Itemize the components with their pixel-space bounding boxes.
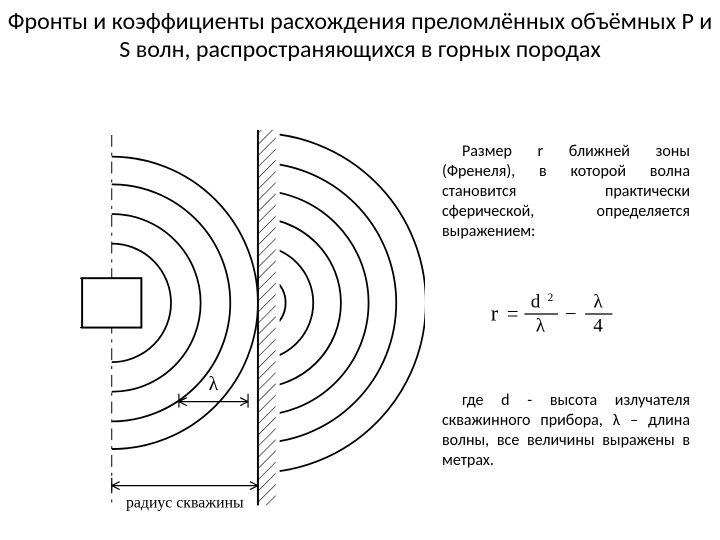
- slide: Фронты и коэффициенты расхождения прелом…: [0, 0, 720, 540]
- fresnel-paragraph: Размер r ближней зоны (Френеля), в котор…: [442, 142, 690, 242]
- svg-text:d: d: [531, 292, 541, 313]
- lambda-label: λ: [209, 373, 219, 395]
- radius-label: радиус скважины: [126, 494, 244, 511]
- svg-text:λ: λ: [536, 316, 546, 337]
- svg-text:−: −: [565, 302, 577, 325]
- svg-text:r: r: [491, 300, 499, 325]
- svg-text:λ: λ: [593, 292, 603, 313]
- slide-title: Фронты и коэффициенты расхождения прелом…: [0, 8, 720, 63]
- svg-text:=: =: [507, 302, 519, 325]
- svg-text:2: 2: [548, 292, 554, 304]
- definitions-paragraph: где d - высота излучателя скважинного пр…: [442, 391, 690, 471]
- svg-text:4: 4: [593, 316, 603, 337]
- formula-svg: r = d 2 λ − λ 4: [486, 286, 646, 342]
- wavefront-diagram: d λ радиус скважины: [80, 130, 425, 535]
- formula-block: r = d 2 λ − λ 4: [442, 286, 690, 347]
- right-column: Размер r ближней зоны (Френеля), в котор…: [442, 142, 690, 487]
